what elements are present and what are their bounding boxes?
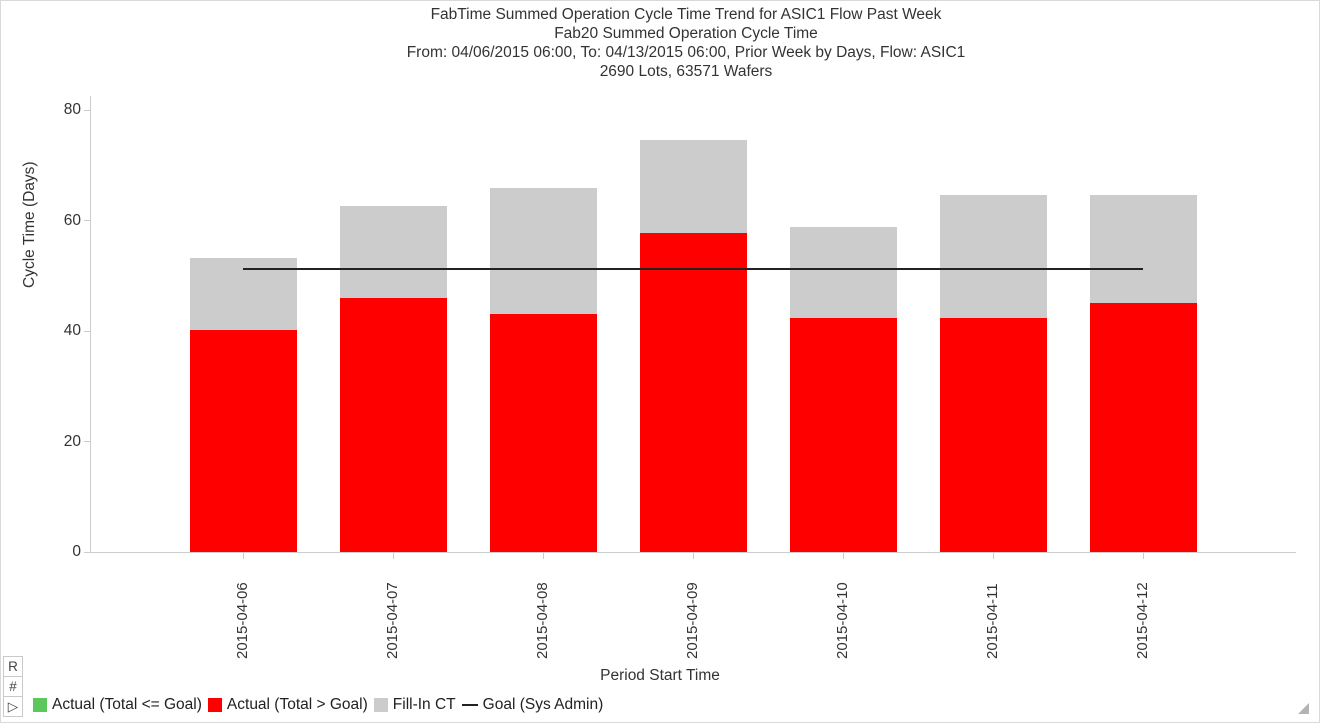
legend-label: Actual (Total > Goal) xyxy=(226,696,368,713)
bar-segment-fill-in-ct[interactable] xyxy=(339,205,447,299)
x-tick-mark xyxy=(242,553,244,559)
legend-square-swatch-icon xyxy=(33,698,47,712)
x-tick-mark xyxy=(842,553,844,559)
bar-segment-actual[interactable] xyxy=(339,298,447,552)
play-button[interactable]: ▷ xyxy=(3,696,23,717)
chart-title-block: FabTime Summed Operation Cycle Time Tren… xyxy=(61,5,1311,81)
bar-segment-fill-in-ct[interactable] xyxy=(489,188,597,315)
reset-zoom-button[interactable]: R xyxy=(3,656,23,677)
goal-line xyxy=(243,267,1143,270)
y-tick-label: 0 xyxy=(72,543,81,560)
y-tick-label: 60 xyxy=(63,211,81,229)
x-tick-mark xyxy=(992,553,994,559)
bar-segment-actual[interactable] xyxy=(1089,303,1197,552)
y-axis-line xyxy=(90,96,91,553)
chart-legend: Actual (Total <= Goal) Actual (Total > Go… xyxy=(33,695,609,715)
bar-segment-fill-in-ct[interactable] xyxy=(1089,194,1197,304)
y-axis-title: Cycle Time (Days) xyxy=(21,161,38,288)
bar-segment-actual[interactable] xyxy=(489,314,597,552)
y-tick-mark xyxy=(84,220,90,221)
bar-segment-actual[interactable] xyxy=(939,318,1047,552)
x-tick-label: 2015-04-08 xyxy=(534,582,551,659)
bar-segment-fill-in-ct[interactable] xyxy=(639,140,747,233)
legend-label: Fill-In CT xyxy=(392,696,456,713)
x-tick-mark xyxy=(692,553,694,559)
chart-title: FabTime Summed Operation Cycle Time Tren… xyxy=(430,6,942,23)
x-axis-title: Period Start Time xyxy=(600,667,720,684)
x-tick-label: 2015-04-11 xyxy=(984,583,1001,659)
legend-item: Actual (Total > Goal) xyxy=(207,696,368,714)
y-tick-mark xyxy=(84,109,90,111)
legend-label: Actual (Total <= Goal) xyxy=(52,696,202,713)
x-tick-mark xyxy=(1142,553,1144,559)
legend-line-swatch-icon xyxy=(461,704,478,706)
corner-button-stack: R # ▷ xyxy=(3,656,23,717)
legend-item: Fill-In CT xyxy=(373,696,456,714)
x-tick-label: 2015-04-06 xyxy=(234,582,251,659)
bar-segment-actual[interactable] xyxy=(189,330,297,552)
legend-square-swatch-icon xyxy=(373,698,388,712)
chart-lot-wafer-count: 2690 Lots, 63571 Wafers xyxy=(599,63,773,80)
y-tick-mark xyxy=(84,551,90,553)
x-tick-mark xyxy=(542,553,544,559)
y-tick-label: 80 xyxy=(63,101,81,118)
chart-date-range: From: 04/06/2015 06:00, To: 04/13/2015 0… xyxy=(406,44,966,61)
x-tick-mark xyxy=(392,553,394,559)
y-tick-label: 40 xyxy=(63,322,81,339)
x-axis-line xyxy=(90,552,1296,553)
x-tick-label: 2015-04-12 xyxy=(1134,582,1151,659)
chart-subtitle: Fab20 Summed Operation Cycle Time xyxy=(554,25,818,42)
y-tick-label: 20 xyxy=(63,432,81,450)
legend-label: Goal (Sys Admin) xyxy=(482,696,604,713)
bar-segment-actual[interactable] xyxy=(639,232,747,552)
bar-segment-actual[interactable] xyxy=(789,318,897,552)
y-tick-mark xyxy=(84,441,90,442)
legend-square-swatch-icon xyxy=(207,698,222,712)
legend-item: Actual (Total <= Goal) xyxy=(33,696,202,714)
y-tick-mark xyxy=(84,330,90,332)
bar-segment-fill-in-ct[interactable] xyxy=(939,195,1047,319)
legend-item: Goal (Sys Admin) xyxy=(461,696,604,714)
bar-segment-fill-in-ct[interactable] xyxy=(789,227,897,319)
bar-segment-fill-in-ct[interactable] xyxy=(189,258,297,331)
x-tick-label: 2015-04-10 xyxy=(834,582,851,659)
resize-handle-icon[interactable] xyxy=(1298,703,1309,714)
x-tick-label: 2015-04-07 xyxy=(384,582,401,659)
x-tick-label: 2015-04-09 xyxy=(684,582,701,659)
data-table-button[interactable]: # xyxy=(3,676,23,697)
